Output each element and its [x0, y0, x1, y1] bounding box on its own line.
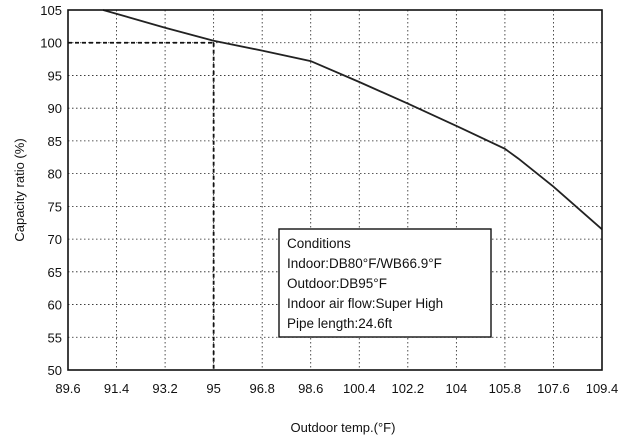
conditions-indoor: Indoor:DB80°F/WB66.9°F [287, 256, 442, 271]
x-tick-label: 96.8 [250, 381, 275, 396]
y-tick-label: 65 [48, 265, 62, 280]
x-tick-label: 95 [206, 381, 220, 396]
x-tick-label: 109.4 [586, 381, 619, 396]
x-tick-labels: 89.6 91.4 93.2 95 96.8 98.6 100.4 102.2 104 105.8… [55, 381, 618, 396]
x-tick-label: 105.8 [489, 381, 522, 396]
conditions-air-flow: Indoor air flow:Super High [287, 296, 443, 311]
reference-lines [68, 41, 215, 370]
y-tick-label: 100 [40, 36, 62, 51]
x-axis-title: Outdoor temp.(°F) [291, 420, 396, 435]
plot-frame [67, 9, 603, 371]
y-tick-label: 95 [48, 68, 62, 83]
series [102, 9, 603, 230]
conditions-title: Conditions [287, 236, 351, 251]
y-tick-label: 50 [48, 363, 62, 378]
x-tick-label: 107.6 [537, 381, 570, 396]
y-tick-labels: 50 55 60 65 70 75 80 85 90 95 100 105 [40, 3, 62, 378]
y-tick-label: 90 [48, 101, 62, 116]
y-tick-label: 85 [48, 134, 62, 149]
conditions-outdoor: Outdoor:DB95°F [287, 276, 387, 291]
x-tick-label: 100.4 [343, 381, 376, 396]
x-tick-label: 98.6 [298, 381, 323, 396]
y-tick-label: 60 [48, 298, 62, 313]
conditions-pipe-length: Pipe length:24.6ft [287, 316, 392, 331]
capacity-ratio-line [102, 9, 603, 230]
y-tick-label: 75 [48, 199, 62, 214]
x-tick-label: 91.4 [104, 381, 129, 396]
y-tick-label: 70 [48, 232, 62, 247]
y-tick-label: 105 [40, 3, 62, 18]
x-tick-label: 93.2 [152, 381, 177, 396]
x-tick-label: 89.6 [55, 381, 80, 396]
y-tick-label: 55 [48, 330, 62, 345]
conditions-box-frame [278, 228, 492, 338]
x-tick-label: 104 [446, 381, 468, 396]
conditions-box: Conditions Indoor:DB80°F/WB66.9°F Outdoo… [278, 228, 492, 338]
y-axis-title: Capacity ratio (%) [12, 138, 27, 241]
y-tick-label: 80 [48, 167, 62, 182]
x-tick-label: 102.2 [392, 381, 425, 396]
